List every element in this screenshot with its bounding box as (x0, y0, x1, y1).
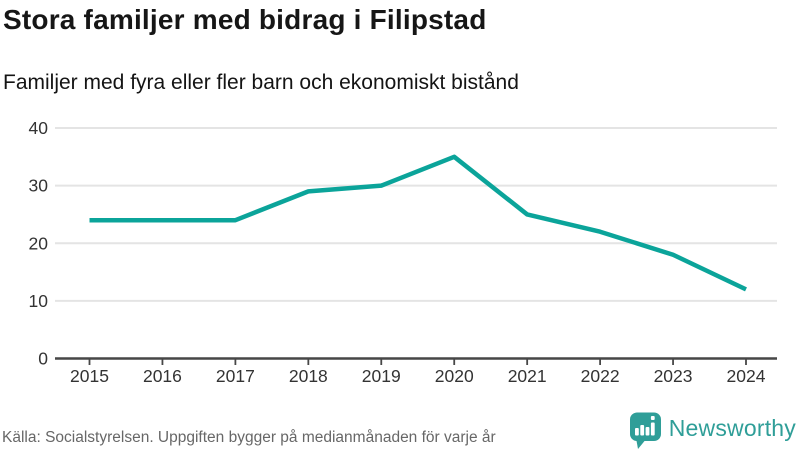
y-tick-label: 30 (29, 176, 49, 196)
x-tick-label: 2024 (727, 366, 766, 386)
x-tick-label: 2015 (70, 366, 109, 386)
y-tick-label: 40 (29, 118, 49, 138)
newsworthy-logo-text: Newsworthy (668, 414, 796, 441)
y-tick-label: 0 (38, 349, 48, 369)
y-tick-label: 10 (29, 291, 49, 311)
x-tick-label: 2019 (362, 366, 401, 386)
chart-subtitle: Familjer med fyra eller fler barn och ek… (3, 71, 519, 94)
line-chart: 0 10 20 30 40 2015 2016 2017 2018 2019 2020 2021 202… (29, 118, 777, 386)
x-tick-label: 2021 (508, 366, 547, 386)
x-tick-label: 2020 (435, 366, 474, 386)
x-tick-label: 2018 (289, 366, 328, 386)
x-tick-label: 2023 (654, 366, 693, 386)
x-tick-label: 2022 (581, 366, 620, 386)
y-tick-label: 20 (29, 233, 49, 253)
x-tick-label: 2016 (143, 366, 182, 386)
data-line (89, 154, 747, 292)
x-tick-label: 2017 (216, 366, 255, 386)
newsworthy-logo[interactable]: Newsworthy (629, 410, 796, 450)
newsworthy-logo-icon (629, 412, 661, 449)
chart-title: Stora familjer med bidrag i Filipstad (3, 4, 487, 35)
source-note: Källa: Socialstyrelsen. Uppgiften bygger… (2, 429, 496, 446)
